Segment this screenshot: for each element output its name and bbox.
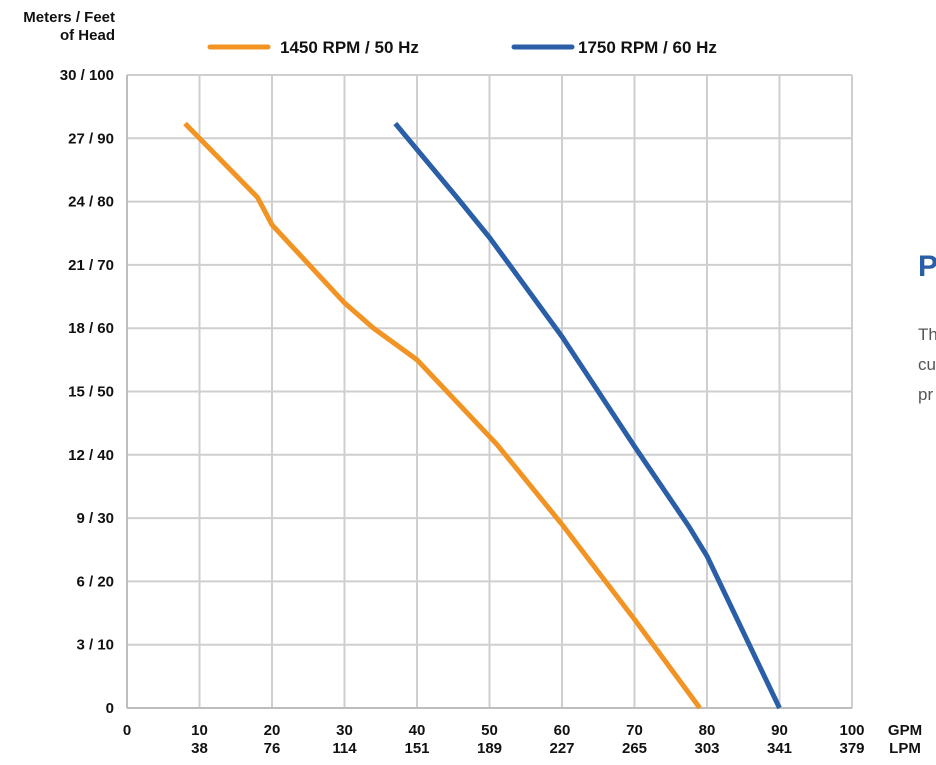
y-tick-label: 12 / 40 [68, 447, 114, 464]
series-lines [183, 121, 782, 710]
x-tick-label-lpm: 189 [477, 740, 502, 757]
legend-label-1: 1450 RPM / 50 Hz [280, 38, 419, 57]
x-tick-label-gpm: 30 [336, 722, 353, 739]
y-tick-label: 3 / 10 [76, 637, 114, 654]
x-tick-label-lpm: 379 [839, 740, 864, 757]
y-tick-label: 30 / 100 [60, 67, 114, 84]
y-axis-title: Meters / Feet [23, 9, 115, 26]
x-tick-label-lpm: 76 [264, 740, 281, 757]
legend: 1450 RPM / 50 Hz 1750 RPM / 60 Hz [207, 38, 717, 57]
x-tick-label-gpm: 60 [554, 722, 571, 739]
side-panel-text-line: Th [918, 325, 936, 344]
side-panel-heading: P [918, 250, 936, 283]
y-axis-title: of Head [60, 27, 115, 44]
axes [126, 75, 852, 709]
side-panel-text-line: cu [918, 355, 936, 374]
x-tick-label-gpm: 0 [123, 722, 131, 739]
x-tick-label-lpm: 38 [191, 740, 208, 757]
x-tick-label-lpm: 227 [549, 740, 574, 757]
x-tick-label-gpm: 20 [264, 722, 281, 739]
x-tick-label-lpm: 341 [767, 740, 792, 757]
x-tick-label-gpm: 100 [839, 722, 864, 739]
x-tick-label-gpm: 90 [771, 722, 788, 739]
legend-label-2: 1750 RPM / 60 Hz [578, 38, 717, 57]
x-tick-label-lpm: 265 [622, 740, 647, 757]
side-panel-text: Th cu pr [918, 320, 936, 410]
x-tick-label-gpm: 40 [409, 722, 426, 739]
x-tick-label-lpm: 151 [404, 740, 429, 757]
y-tick-label: 18 / 60 [68, 320, 114, 337]
y-tick-label: 24 / 80 [68, 194, 114, 211]
y-tick-label: 27 / 90 [68, 130, 114, 147]
series-line-1 [183, 121, 702, 710]
y-tick-label: 6 / 20 [76, 573, 114, 590]
tick-labels: 0 3 / 10 6 / 20 9 / 30 12 / 40 15 / 50 18 / 60… [23, 9, 922, 757]
x-unit-label-lpm: LPM [889, 740, 921, 757]
y-tick-label: 15 / 50 [68, 384, 114, 401]
x-tick-label-lpm: 303 [694, 740, 719, 757]
grid [127, 74, 853, 708]
x-tick-label-gpm: 50 [481, 722, 498, 739]
y-tick-label: 21 / 70 [68, 257, 114, 274]
series-line-2 [393, 121, 782, 710]
y-tick-label: 9 / 30 [76, 510, 114, 527]
x-tick-label-lpm: 114 [332, 740, 357, 757]
y-tick-label: 0 [106, 700, 114, 717]
side-panel-text-line: pr [918, 385, 934, 404]
x-tick-label-gpm: 80 [699, 722, 716, 739]
x-tick-label-gpm: 10 [191, 722, 208, 739]
x-unit-label-gpm: GPM [888, 722, 922, 739]
x-tick-label-gpm: 70 [626, 722, 643, 739]
